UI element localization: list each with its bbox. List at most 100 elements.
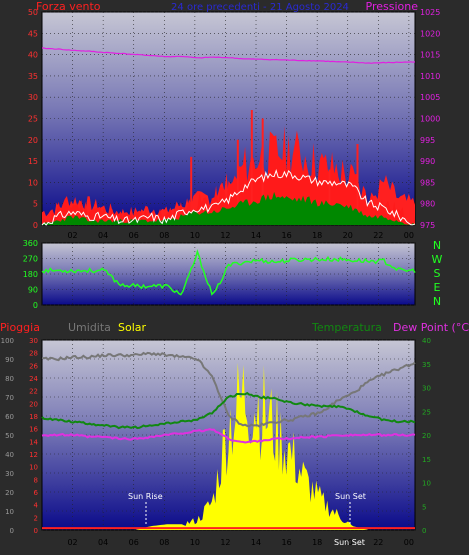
solar-area xyxy=(42,362,415,530)
hum-y-tick-6: 60 xyxy=(5,413,14,421)
wind-x-tick-10: 22 xyxy=(373,231,383,240)
temp-y-tick-2: 10 xyxy=(422,480,431,488)
dir-compass-0: N xyxy=(433,239,441,252)
wind-y-tick-2: 10 xyxy=(28,178,38,187)
solar-y-tick-7: 14 xyxy=(29,438,38,446)
hum-y-tick-1: 10 xyxy=(5,508,14,516)
wind-x-tick-0: 02 xyxy=(67,231,77,240)
weather-x-tick-4: 10 xyxy=(190,538,200,547)
temp-y-tick-0: 0 xyxy=(422,527,426,535)
wind-y-tick-6: 30 xyxy=(28,93,38,102)
dir-y-tick-1: 90 xyxy=(28,286,38,295)
dir-compass-1: W xyxy=(432,253,443,266)
wind-y-tick-5: 25 xyxy=(28,115,38,124)
temperature-line xyxy=(41,391,416,430)
wind-y-tick-8: 40 xyxy=(28,51,38,60)
wind-y-tick-1: 5 xyxy=(33,200,38,209)
hum-y-tick-4: 40 xyxy=(5,451,14,459)
pressure-y-tick-9: 1020 xyxy=(420,29,440,38)
humidity-label: Umidita xyxy=(68,321,111,334)
solar-y-tick-13: 26 xyxy=(29,362,38,370)
chart-title: 24 ore precedenti - 21 Agosto 2024 xyxy=(171,2,349,13)
temperature-label: Temperatura xyxy=(311,321,382,334)
pressure-y-tick-5: 1000 xyxy=(420,115,440,124)
sunset-time-label: Sun Set xyxy=(334,538,365,547)
wind-average-line xyxy=(41,168,416,226)
weather-x-tick-2: 06 xyxy=(129,538,139,547)
weather-bottom-series xyxy=(41,351,416,530)
wind-x-tick-7: 16 xyxy=(281,231,291,240)
wind-area xyxy=(42,125,415,225)
temp-y-tick-6: 30 xyxy=(422,385,431,393)
wind-pressure-series xyxy=(41,47,416,226)
hum-y-tick-5: 50 xyxy=(5,432,14,440)
hum-y-tick-3: 30 xyxy=(5,470,14,478)
temp-y-tick-1: 5 xyxy=(422,503,426,511)
weather-x-tick-7: 16 xyxy=(281,538,291,547)
dir-y-tick-2: 180 xyxy=(23,270,38,279)
wind-x-tick-11: 00 xyxy=(404,231,414,240)
humidity-line xyxy=(41,351,416,428)
pressure-y-tick-0: 975 xyxy=(420,221,435,230)
solar-y-tick-11: 22 xyxy=(29,388,38,396)
wind-y-tick-3: 15 xyxy=(28,157,38,166)
dir-y-tick-0: 0 xyxy=(33,301,38,310)
weather-x-tick-6: 14 xyxy=(251,538,261,547)
weather-x-tick-0: 02 xyxy=(67,538,77,547)
pressure-y-tick-1: 980 xyxy=(420,200,435,209)
solar-y-tick-8: 16 xyxy=(29,426,38,434)
wind-y-tick-0: 0 xyxy=(33,221,38,230)
wind-pressure-ticks: 0510152025303540455097598098599099510001… xyxy=(28,8,441,240)
dir-y-tick-4: 360 xyxy=(23,239,38,248)
pressure-label: Pressione xyxy=(366,0,419,13)
wind-direction-series xyxy=(41,249,416,296)
hum-y-tick-8: 80 xyxy=(5,375,14,383)
hum-y-tick-7: 70 xyxy=(5,394,14,402)
hum-y-tick-2: 20 xyxy=(5,489,14,497)
solar-y-tick-2: 4 xyxy=(34,502,39,510)
weather-x-tick-1: 04 xyxy=(98,538,108,547)
wind-y-tick-4: 20 xyxy=(28,136,38,145)
solar-y-tick-15: 30 xyxy=(29,337,38,345)
temp-y-tick-7: 35 xyxy=(422,361,431,369)
solar-y-tick-9: 18 xyxy=(29,413,38,421)
hum-y-tick-0: 0 xyxy=(10,527,14,535)
pressure-y-tick-6: 1005 xyxy=(420,93,440,102)
wind-y-tick-10: 50 xyxy=(28,8,38,17)
wind-direction-line xyxy=(41,249,416,296)
pressure-line xyxy=(42,47,416,64)
wind-y-tick-7: 35 xyxy=(28,72,38,81)
solar-y-tick-5: 10 xyxy=(29,464,38,472)
solar-y-tick-6: 12 xyxy=(29,451,38,459)
temp-y-tick-3: 15 xyxy=(422,456,431,464)
solar-y-tick-4: 8 xyxy=(34,476,38,484)
weather-bottom-ticks: 0102030405060708090100024681012141618202… xyxy=(1,337,431,547)
solar-y-tick-0: 0 xyxy=(34,527,38,535)
pressure-y-tick-4: 995 xyxy=(420,136,435,145)
weather-x-tick-5: 12 xyxy=(220,538,230,547)
solar-y-tick-1: 2 xyxy=(34,514,38,522)
wind-x-tick-1: 04 xyxy=(98,231,108,240)
pressure-y-tick-3: 990 xyxy=(420,157,435,166)
green-area xyxy=(42,191,415,225)
wind-x-tick-5: 12 xyxy=(220,231,230,240)
solar-label: Solar xyxy=(118,321,147,334)
wind-x-tick-8: 18 xyxy=(312,231,322,240)
dir-y-tick-3: 270 xyxy=(23,255,38,264)
dir-compass-4: N xyxy=(433,295,441,308)
weather-x-tick-10: 22 xyxy=(373,538,383,547)
dewpoint-line xyxy=(41,428,416,444)
wind-x-tick-9: 20 xyxy=(343,231,353,240)
sunrise-label: Sun Rise xyxy=(128,492,163,501)
dewpoint-label: Dew Point (°C) xyxy=(393,321,469,334)
solar-y-tick-14: 28 xyxy=(29,350,38,358)
temp-y-tick-8: 40 xyxy=(422,337,431,345)
wind-direction-plot-bg xyxy=(41,242,416,306)
wind-pressure-panel: 0510152025303540455097598098599099510001… xyxy=(28,0,441,240)
temp-y-tick-5: 25 xyxy=(422,408,431,416)
dir-compass-2: S xyxy=(434,267,441,280)
weather-bottom-panel: 0102030405060708090100024681012141618202… xyxy=(0,321,469,547)
solar-y-tick-3: 6 xyxy=(34,489,39,497)
